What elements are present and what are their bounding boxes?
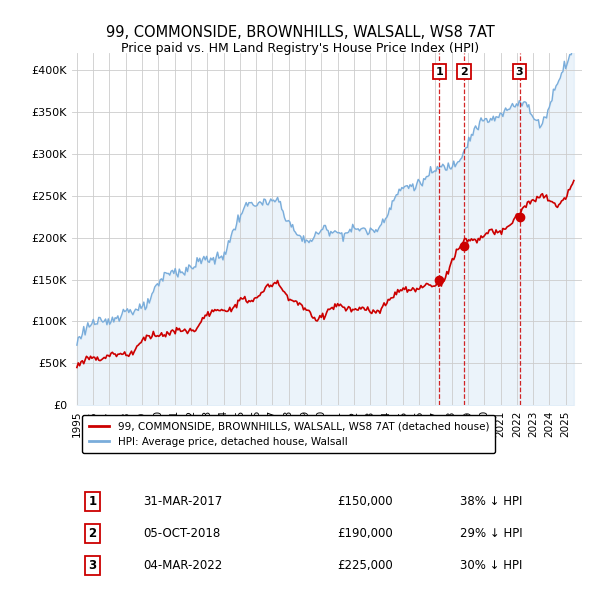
Text: 1: 1 xyxy=(88,495,97,508)
Text: Price paid vs. HM Land Registry's House Price Index (HPI): Price paid vs. HM Land Registry's House … xyxy=(121,42,479,55)
Legend: 99, COMMONSIDE, BROWNHILLS, WALSALL, WS8 7AT (detached house), HPI: Average pric: 99, COMMONSIDE, BROWNHILLS, WALSALL, WS8… xyxy=(82,415,496,453)
Text: £150,000: £150,000 xyxy=(337,495,393,508)
Text: 29% ↓ HPI: 29% ↓ HPI xyxy=(460,527,522,540)
Text: 3: 3 xyxy=(516,67,523,77)
Text: 2: 2 xyxy=(88,527,97,540)
Text: 05-OCT-2018: 05-OCT-2018 xyxy=(143,527,221,540)
Text: 30% ↓ HPI: 30% ↓ HPI xyxy=(460,559,522,572)
Text: £190,000: £190,000 xyxy=(337,527,393,540)
Text: 2: 2 xyxy=(460,67,468,77)
Text: 04-MAR-2022: 04-MAR-2022 xyxy=(143,559,223,572)
Text: 3: 3 xyxy=(88,559,97,572)
Text: £225,000: £225,000 xyxy=(337,559,393,572)
Text: 99, COMMONSIDE, BROWNHILLS, WALSALL, WS8 7AT: 99, COMMONSIDE, BROWNHILLS, WALSALL, WS8… xyxy=(106,25,494,40)
Text: 31-MAR-2017: 31-MAR-2017 xyxy=(143,495,223,508)
Text: 38% ↓ HPI: 38% ↓ HPI xyxy=(460,495,522,508)
Text: 1: 1 xyxy=(436,67,443,77)
